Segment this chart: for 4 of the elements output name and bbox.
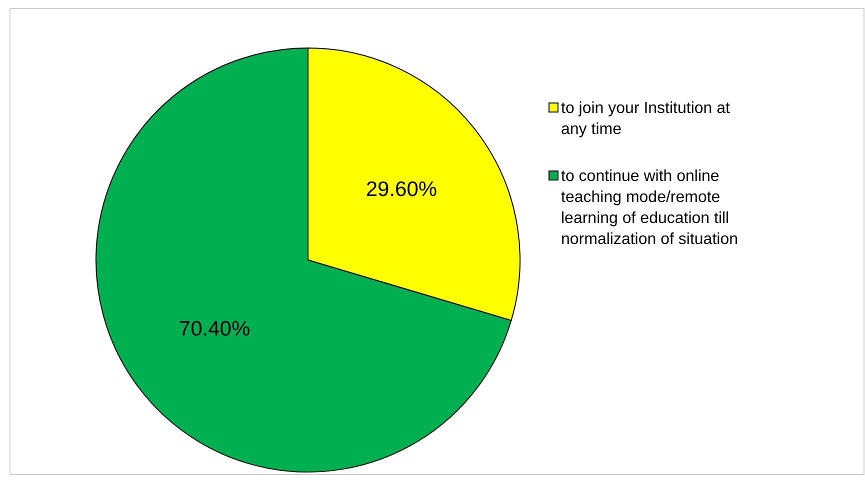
data-label: 70.40% xyxy=(178,317,250,340)
legend-label: to continue with online teaching mode/remote learning of education till normalization of situation xyxy=(561,168,738,248)
data-label: 29.60% xyxy=(366,178,438,201)
legend-label: to join your Institution at any time xyxy=(561,100,731,138)
